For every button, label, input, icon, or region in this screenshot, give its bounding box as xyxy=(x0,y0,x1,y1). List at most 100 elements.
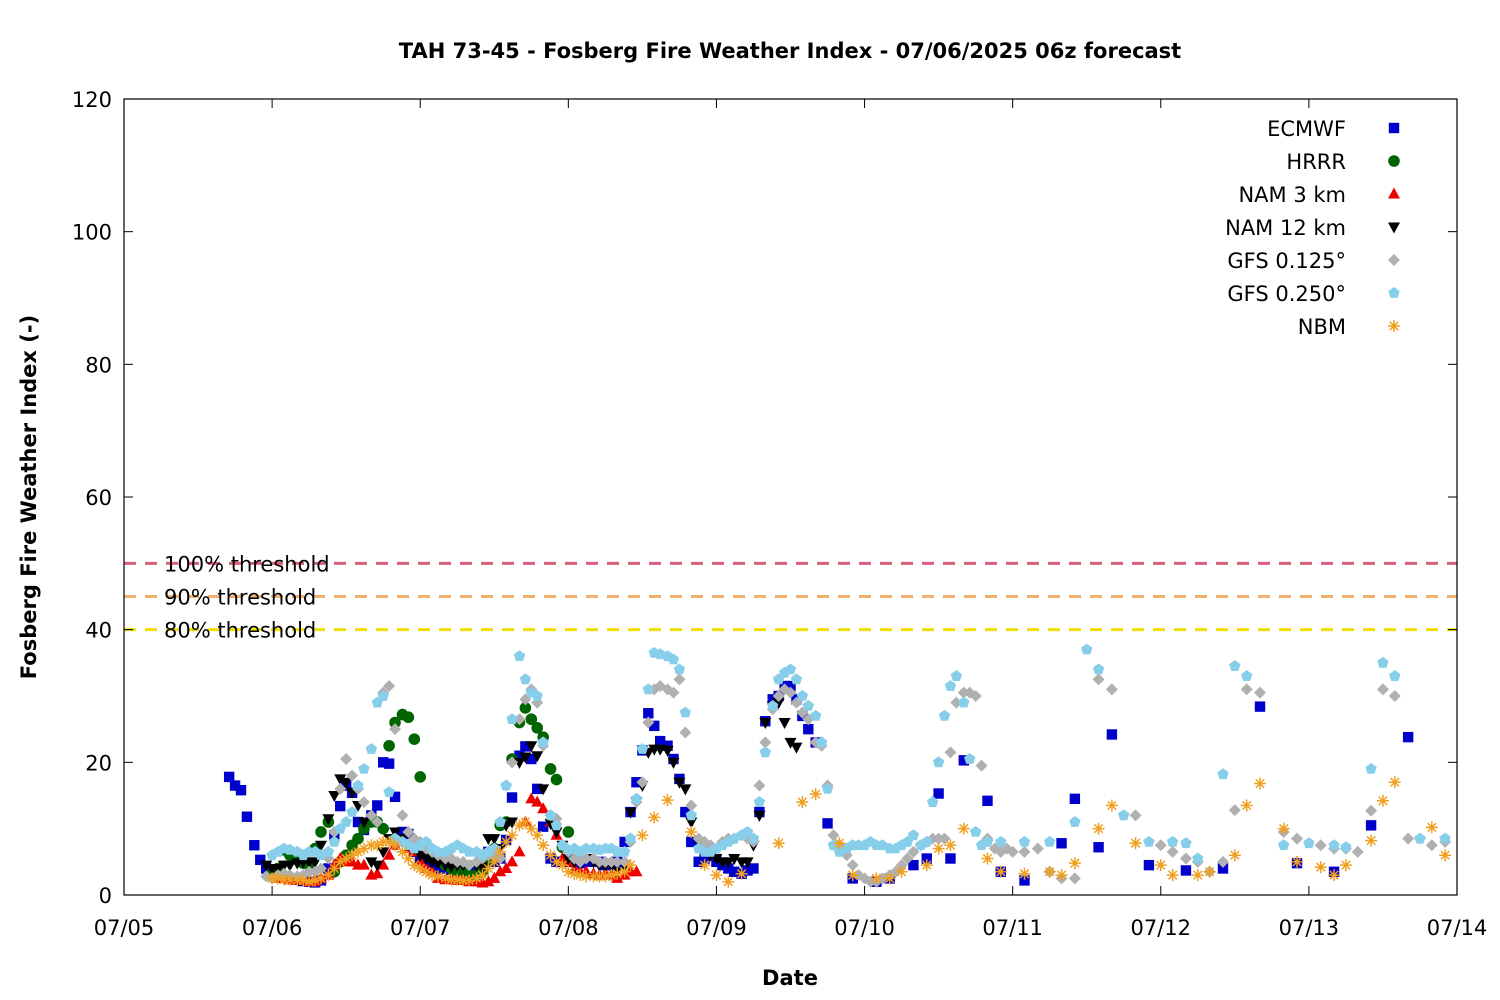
x-tick-label: 07/10 xyxy=(834,916,895,940)
y-tick-label: 20 xyxy=(85,751,112,775)
data-point xyxy=(537,802,550,814)
data-point xyxy=(722,857,735,869)
data-point xyxy=(1414,832,1426,844)
data-point xyxy=(372,800,383,811)
data-point xyxy=(722,875,735,888)
data-point xyxy=(1291,855,1304,868)
data-point xyxy=(340,816,352,827)
data-point xyxy=(1106,729,1118,740)
data-point xyxy=(513,650,526,662)
data-point xyxy=(1340,841,1352,853)
data-point xyxy=(513,845,526,857)
data-point xyxy=(365,743,378,754)
data-point xyxy=(420,835,432,847)
x-tick-label: 07/12 xyxy=(1131,916,1192,940)
data-point xyxy=(679,784,692,796)
y-tick-label: 100 xyxy=(72,221,112,245)
threshold-lines: 100% threshold 90% threshold 80% threshold xyxy=(124,552,1457,643)
data-point xyxy=(944,680,957,691)
data-point xyxy=(648,811,661,824)
data-point xyxy=(759,718,772,730)
data-point xyxy=(624,859,637,872)
data-point xyxy=(562,826,575,838)
data-point xyxy=(1092,663,1105,675)
y-axis-label: Fosberg Fire Weather Index (-) xyxy=(17,315,41,679)
data-point xyxy=(283,860,296,872)
data-point xyxy=(642,683,654,695)
data-point xyxy=(1365,834,1378,847)
data-point xyxy=(1166,869,1179,882)
data-point xyxy=(611,867,624,880)
data-point xyxy=(710,869,723,882)
data-point xyxy=(346,806,358,817)
data-point xyxy=(241,811,253,822)
data-point xyxy=(982,795,993,807)
data-point xyxy=(357,858,370,870)
data-point xyxy=(488,855,501,868)
data-point xyxy=(815,736,828,748)
data-point xyxy=(340,852,353,865)
data-point xyxy=(420,854,433,866)
data-point xyxy=(383,680,396,693)
data-point xyxy=(377,858,390,870)
data-point xyxy=(796,796,809,809)
data-point xyxy=(618,865,631,878)
data-point xyxy=(531,795,544,807)
data-point xyxy=(229,780,241,791)
data-point xyxy=(964,753,976,764)
data-point xyxy=(667,757,680,769)
data-point xyxy=(748,863,759,874)
data-point xyxy=(1291,832,1304,845)
data-point xyxy=(767,694,778,705)
legend-label: NBM xyxy=(1298,315,1346,339)
data-point xyxy=(328,791,341,802)
data-point xyxy=(790,742,803,754)
x-tick-label: 07/13 xyxy=(1279,916,1340,940)
data-point xyxy=(335,800,346,812)
data-point xyxy=(753,796,766,807)
data-point xyxy=(389,716,401,729)
data-point xyxy=(680,806,691,818)
data-point xyxy=(685,809,697,821)
data-point xyxy=(500,835,513,848)
data-point xyxy=(1092,822,1105,835)
data-point xyxy=(488,871,501,883)
data-point xyxy=(1055,869,1068,882)
data-point xyxy=(328,862,341,875)
data-point xyxy=(322,814,335,826)
data-point xyxy=(439,872,452,885)
data-point xyxy=(710,854,723,866)
data-point xyxy=(260,860,273,872)
data-point xyxy=(772,837,785,850)
data-point xyxy=(371,839,384,852)
data-point xyxy=(1314,861,1327,874)
data-point xyxy=(630,865,643,877)
data-point xyxy=(365,809,378,822)
data-point xyxy=(383,758,395,769)
data-point xyxy=(1228,849,1241,862)
legend: ECMWF HRRR NAM 3 km NAM 12 km GFS 0.125° GFS … xyxy=(1225,117,1400,339)
data-point xyxy=(1254,701,1266,712)
data-point xyxy=(322,869,335,882)
data-point xyxy=(1388,690,1401,702)
data-point xyxy=(921,853,932,864)
data-point xyxy=(537,821,549,832)
data-point xyxy=(895,865,908,878)
data-point xyxy=(802,700,814,711)
data-point xyxy=(544,809,557,821)
data-point xyxy=(679,726,692,739)
data-point xyxy=(357,842,370,855)
data-point xyxy=(340,777,353,789)
data-point xyxy=(901,852,914,865)
legend-label: ECMWF xyxy=(1267,117,1346,141)
data-point xyxy=(352,779,364,791)
data-point xyxy=(1439,832,1451,844)
data-point xyxy=(611,845,623,857)
legend-marker xyxy=(1388,122,1400,134)
data-point xyxy=(1439,849,1452,862)
plot-frame xyxy=(123,98,1458,896)
data-point xyxy=(995,835,1007,847)
data-point xyxy=(431,870,444,883)
data-point xyxy=(272,872,285,885)
data-point xyxy=(408,733,421,745)
